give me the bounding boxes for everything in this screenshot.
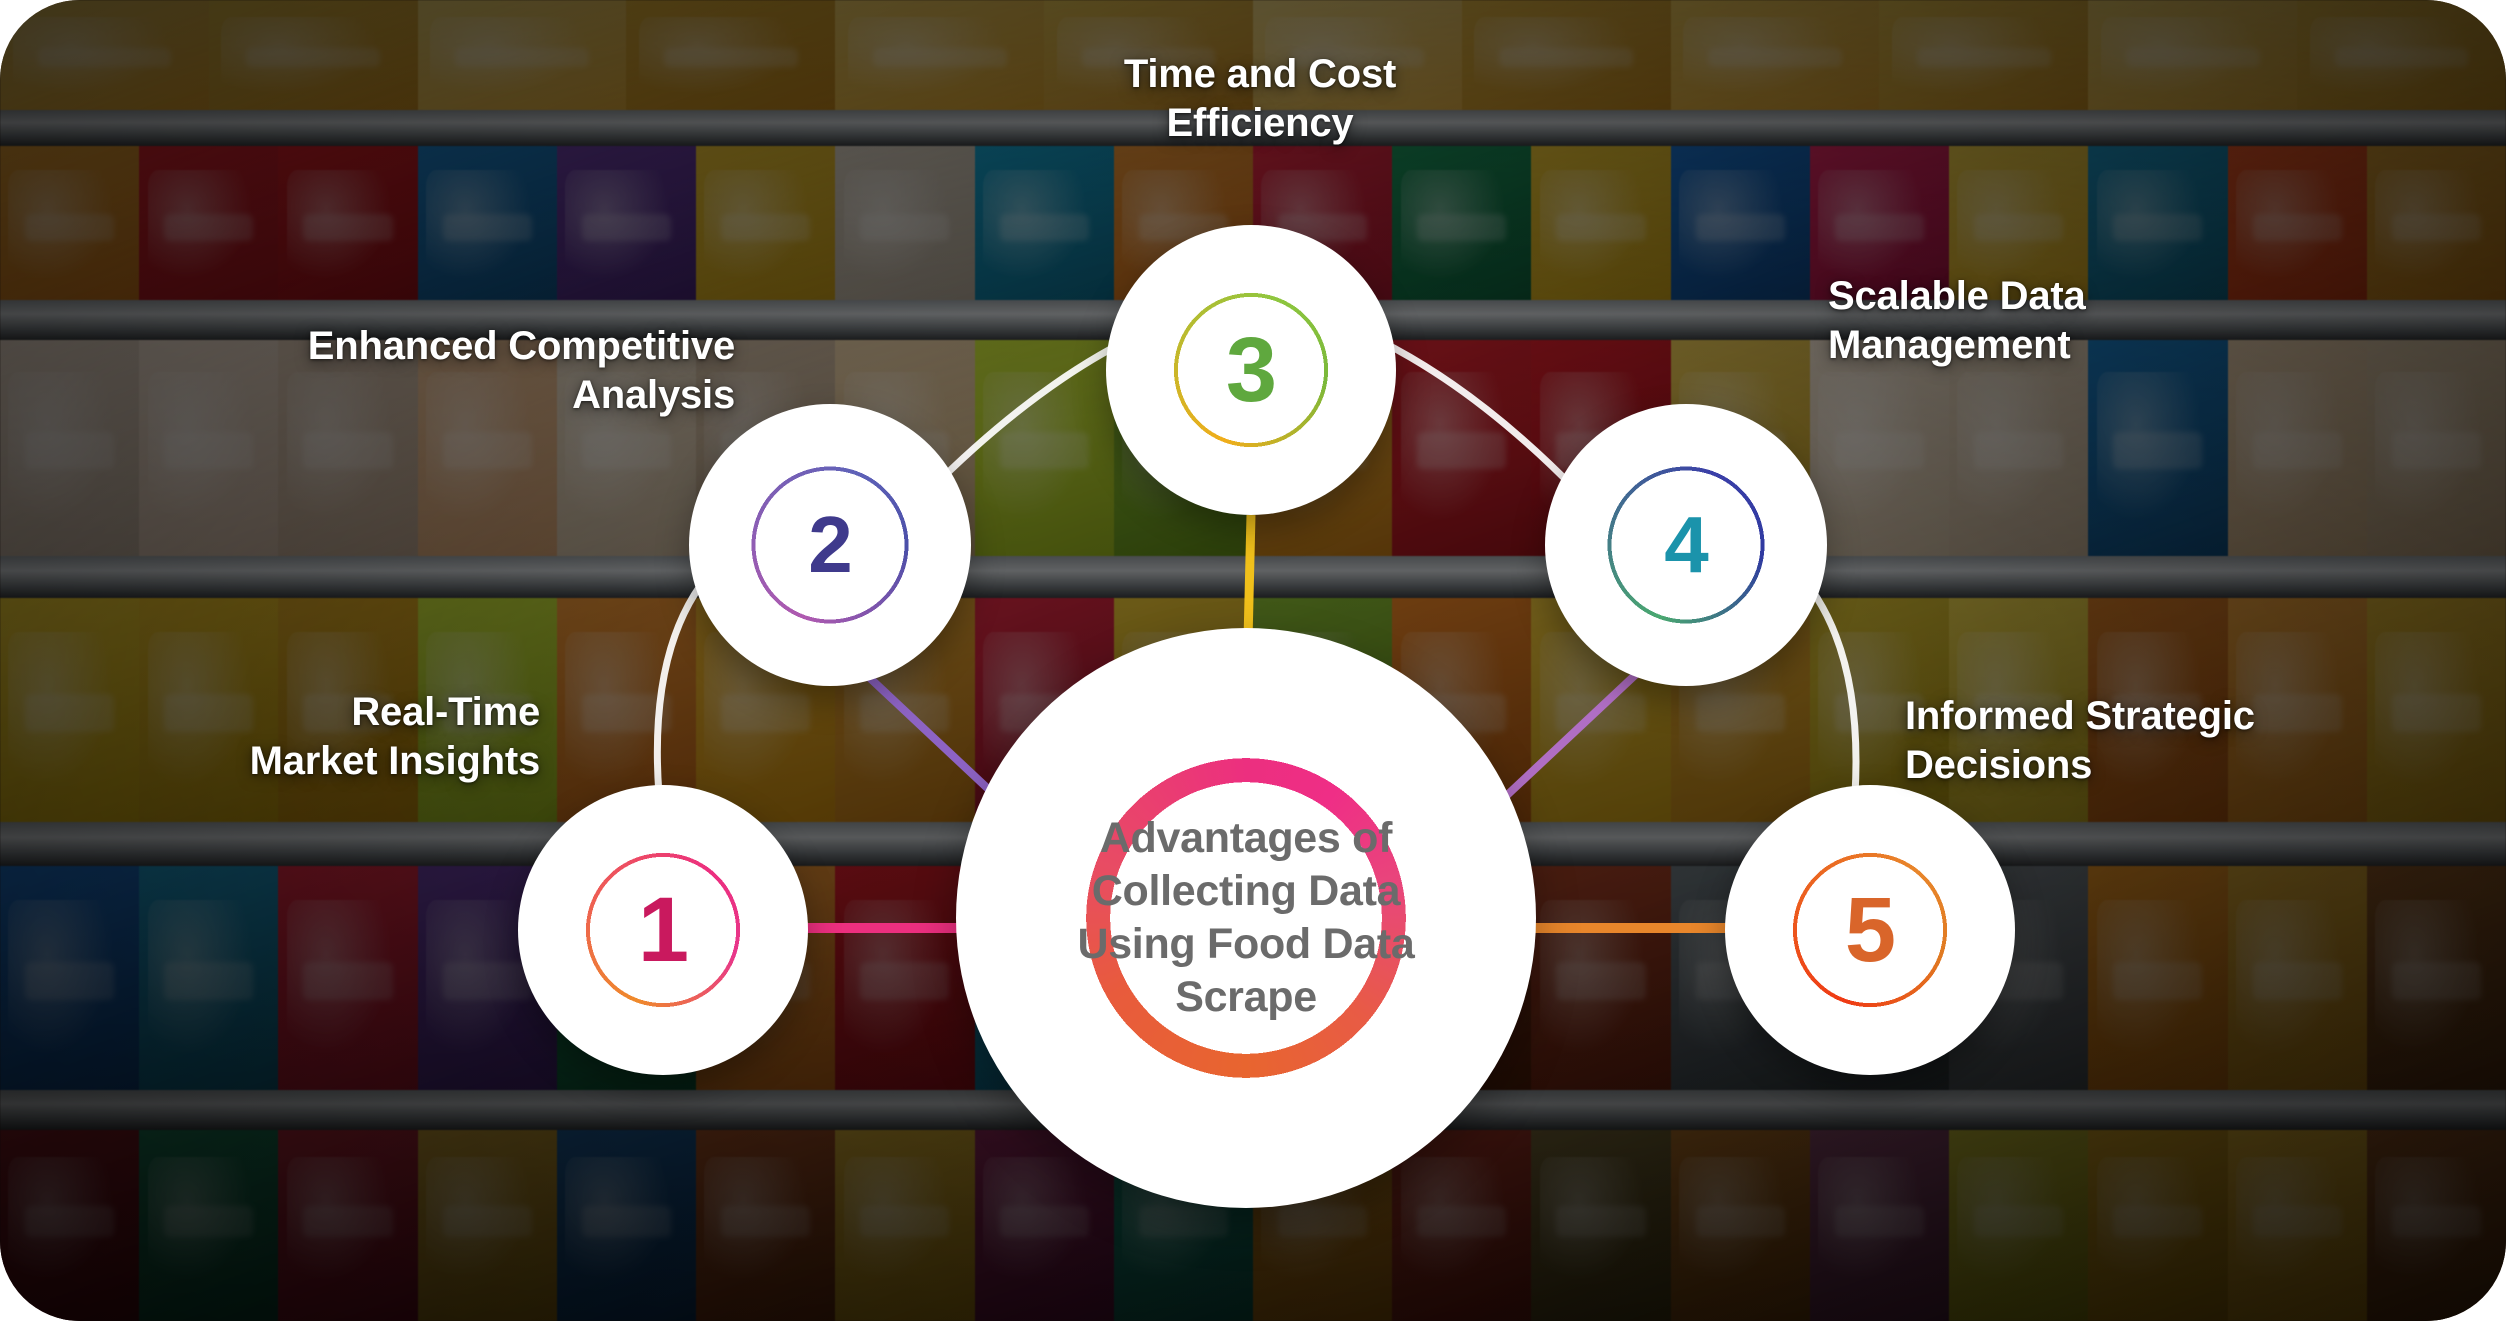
node-3-label: Time and Cost Efficiency [1123, 52, 1397, 145]
node-3[interactable]: 3 [1106, 225, 1396, 515]
node-1-number: 1 [637, 879, 689, 981]
spoke-node3-hub [1243, 514, 1256, 641]
node-3-ring [1142, 261, 1360, 479]
node-1-label: Real-Time Market Insights [249, 690, 541, 783]
node-5-label: Informed Strategic Decisions [1905, 694, 2255, 787]
node-5[interactable]: 5 [1725, 785, 2015, 1075]
node-2-number: 2 [808, 500, 852, 589]
hub-gradient-ring [1020, 692, 1472, 1144]
node-2-ring [719, 434, 941, 656]
node-5-number: 5 [1844, 879, 1896, 981]
node-4-ring [1575, 434, 1797, 656]
node-1[interactable]: 1 [518, 785, 808, 1075]
node-4-number: 4 [1664, 500, 1708, 589]
node-3-number: 3 [1225, 319, 1277, 421]
node-5-ring [1761, 821, 1979, 1039]
node-1-ring [554, 821, 772, 1039]
node-2[interactable]: 2 [689, 404, 971, 686]
hub-title: Advantages of Collecting Data Using Food… [1077, 814, 1415, 1021]
hub-center[interactable]: Advantages of Collecting Data Using Food… [956, 628, 1536, 1208]
node-4-label: Scalable Data Management [1828, 274, 2086, 367]
node-2-label: Enhanced Competitive Analysis [307, 324, 735, 417]
node-4[interactable]: 4 [1545, 404, 1827, 686]
